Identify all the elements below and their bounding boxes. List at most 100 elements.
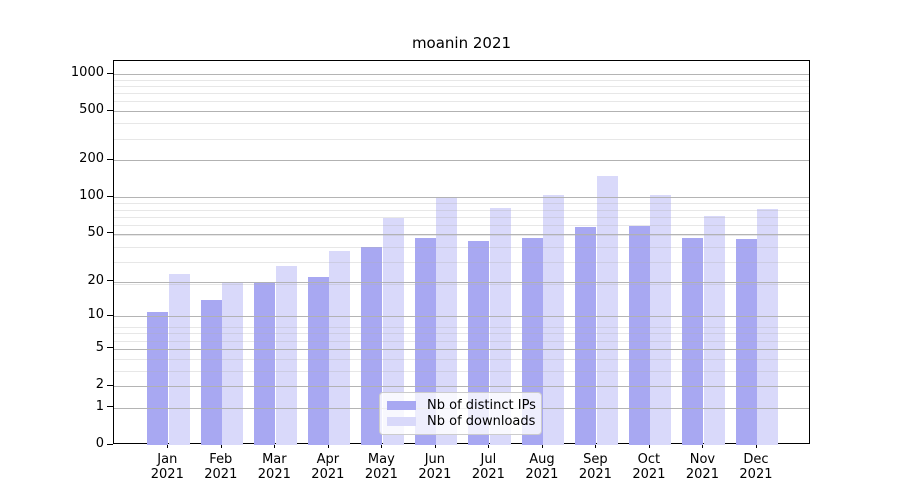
x-tick-mark-apr — [327, 444, 329, 448]
gridline-major-1000 — [114, 74, 809, 75]
bar-nb-of-distinct-ips-nov — [682, 238, 704, 445]
gridline-minor-299 — [114, 138, 809, 140]
bar-nb-of-distinct-ips-dec — [735, 239, 757, 445]
gridline-major-2 — [114, 386, 809, 387]
gridline-minor-8 — [114, 327, 809, 328]
gridline-minor-89 — [114, 203, 809, 205]
x-tick-label-jan: Jan 2021 — [150, 452, 184, 482]
y-tick-mark-500 — [107, 109, 113, 111]
y-tick-label-50: 50 — [87, 224, 104, 240]
gridline-minor-899 — [114, 79, 809, 81]
legend-item-distinct-ips: Nb of distinct IPs — [387, 397, 536, 413]
bar-nb-of-downloads-jun — [436, 196, 458, 445]
bar-nb-of-downloads-aug — [543, 194, 565, 445]
x-tick-label-jun: Jun 2021 — [418, 452, 452, 482]
x-tick-label-dec: Dec 2021 — [739, 452, 773, 482]
gridline-minor-19 — [114, 284, 809, 286]
bar-nb-of-distinct-ips-may — [361, 246, 383, 445]
chart-title: moanin 2021 — [411, 34, 512, 52]
gridline-minor-7 — [114, 333, 809, 335]
gridline-minor-3 — [114, 370, 809, 372]
y-tick-mark-20 — [107, 280, 113, 281]
y-tick-label-200: 200 — [79, 151, 104, 167]
x-tick-label-sep: Sep 2021 — [578, 452, 612, 482]
y-tick-label-10: 10 — [87, 307, 104, 323]
x-tick-mark-feb — [220, 444, 222, 448]
gridline-major-10 — [114, 316, 809, 318]
gridline-minor-6 — [114, 340, 809, 342]
x-tick-mark-jun — [434, 444, 436, 448]
gridline-major-100 — [114, 197, 809, 199]
legend-label-downloads: Nb of downloads — [427, 414, 536, 430]
x-tick-mark-mar — [274, 444, 276, 448]
gridline-minor-399 — [114, 123, 809, 125]
gridline-minor-799 — [114, 86, 809, 88]
gridline-minor-599 — [114, 101, 809, 103]
gridline-minor-699 — [114, 93, 809, 95]
plot-area: Nb of distinct IPs Nb of downloads — [113, 60, 810, 445]
y-tick-label-1000: 1000 — [70, 65, 104, 80]
legend: Nb of distinct IPs Nb of downloads — [379, 392, 542, 435]
bar-nb-of-downloads-oct — [650, 195, 672, 445]
bar-nb-of-downloads-sep — [596, 175, 618, 445]
y-tick-label-0: 0 — [95, 436, 104, 451]
y-tick-mark-50 — [107, 232, 113, 234]
x-tick-mark-oct — [648, 444, 650, 448]
gridline-minor-69 — [114, 216, 809, 218]
legend-swatch-distinct-ips-icon — [387, 400, 416, 410]
gridlines-layer — [114, 61, 809, 443]
legend-item-downloads: Nb of downloads — [387, 414, 536, 430]
y-tick-label-500: 500 — [79, 102, 104, 118]
gridline-major-50 — [114, 233, 809, 235]
gridline-minor-59 — [114, 225, 809, 227]
bar-nb-of-downloads-may — [382, 218, 404, 445]
y-tick-mark-100 — [107, 195, 113, 197]
x-tick-label-feb: Feb 2021 — [204, 452, 238, 482]
y-tick-mark-200 — [107, 158, 113, 160]
legend-swatch-downloads-icon — [387, 417, 416, 427]
gridline-minor-499 — [114, 111, 809, 113]
bar-nb-of-downloads-apr — [329, 251, 351, 445]
x-tick-label-mar: Mar 2021 — [257, 452, 291, 482]
y-tick-mark-0 — [107, 443, 113, 445]
y-tick-mark-10 — [107, 314, 113, 316]
gridline-major-500 — [114, 111, 809, 113]
bar-nb-of-downloads-mar — [275, 266, 297, 445]
y-tick-label-100: 100 — [79, 188, 104, 204]
y-tick-mark-5 — [107, 347, 113, 349]
x-tick-mark-sep — [595, 444, 597, 448]
gridline-minor-199 — [114, 160, 809, 162]
gridline-minor-49 — [114, 234, 809, 236]
gridline-minor-4 — [114, 358, 809, 360]
x-tick-mark-jan — [167, 444, 169, 448]
gridline-minor-79 — [114, 209, 809, 211]
y-tick-label-5: 5 — [95, 339, 104, 355]
bar-nb-of-downloads-nov — [703, 216, 725, 445]
bar-nb-of-distinct-ips-apr — [307, 276, 329, 445]
y-tick-label-1: 1 — [95, 398, 104, 414]
y-tick-mark-1000 — [107, 72, 113, 74]
y-tick-mark-1 — [107, 406, 113, 408]
gridline-minor-29 — [114, 262, 809, 264]
x-tick-label-may: May 2021 — [364, 452, 398, 482]
gridline-minor-39 — [114, 246, 809, 248]
bar-nb-of-downloads-feb — [222, 281, 244, 445]
y-tick-label-20: 20 — [87, 272, 104, 288]
bar-nb-of-downloads-jul — [489, 207, 511, 445]
x-tick-label-nov: Nov 2021 — [685, 452, 719, 482]
bar-nb-of-downloads-dec — [757, 209, 779, 445]
bar-nb-of-distinct-ips-sep — [575, 226, 597, 445]
legend-label-distinct-ips: Nb of distinct IPs — [427, 397, 536, 413]
x-tick-label-apr: Apr 2021 — [311, 452, 345, 482]
gridline-major-200 — [114, 160, 809, 162]
x-tick-label-aug: Aug 2021 — [525, 452, 559, 482]
y-tick-label-2: 2 — [95, 377, 104, 392]
x-tick-mark-nov — [702, 444, 704, 448]
bar-nb-of-distinct-ips-mar — [254, 281, 276, 445]
y-tick-mark-2 — [107, 384, 113, 386]
x-tick-label-jul: Jul 2021 — [471, 452, 505, 482]
bar-nb-of-distinct-ips-oct — [628, 226, 650, 445]
x-tick-mark-jul — [488, 444, 490, 448]
bar-nb-of-distinct-ips-jan — [147, 311, 168, 445]
